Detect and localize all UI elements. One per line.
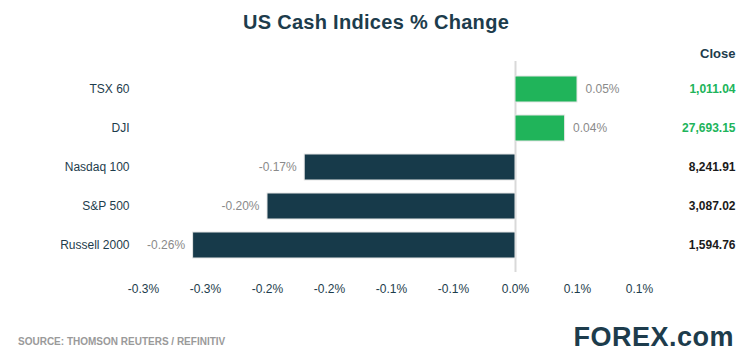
html-text:US Cash Indices % Change: US Cash Indices % Change (242, 11, 510, 33)
svg-text:-0.26%: -0.26% (147, 238, 185, 252)
html-text:FOREX.com: FOREX.com (573, 322, 734, 352)
svg-text:1,594.76: 1,594.76 (689, 238, 736, 252)
svg-text:-0.2%: -0.2% (252, 282, 284, 296)
svg-text:27,693.15: 27,693.15 (682, 121, 736, 135)
svg-text:0.04%: 0.04% (573, 121, 607, 135)
svg-text:Close: Close (700, 46, 735, 61)
svg-text:0.05%: 0.05% (586, 82, 620, 96)
svg-text:-0.1%: -0.1% (438, 282, 470, 296)
svg-text:1,011.04: 1,011.04 (689, 82, 735, 96)
svg-text:DJI: DJI (112, 121, 130, 135)
svg-text:-0.3%: -0.3% (190, 282, 222, 296)
svg-text:3,087.02: 3,087.02 (689, 199, 736, 213)
svg-text:8,241.91: 8,241.91 (689, 160, 736, 174)
svg-text:0.1%: 0.1% (564, 282, 592, 296)
html-text:SOURCE: THOMSON REUTERS / REFI: SOURCE: THOMSON REUTERS / REFINITIV (18, 336, 226, 347)
svg-text:0.0%: 0.0% (502, 282, 530, 296)
svg-text:Russell 2000: Russell 2000 (60, 238, 130, 252)
svg-text:-0.3%: -0.3% (128, 282, 160, 296)
svg-text:S&P 500: S&P 500 (82, 199, 129, 213)
svg-text:0.1%: 0.1% (626, 282, 654, 296)
svg-text:-0.20%: -0.20% (221, 199, 259, 213)
svg-text:-0.17%: -0.17% (259, 160, 297, 174)
svg-text:TSX 60: TSX 60 (89, 82, 129, 96)
svg-text:-0.1%: -0.1% (376, 282, 408, 296)
svg-text:Nasdaq 100: Nasdaq 100 (65, 160, 130, 174)
svg-text:-0.2%: -0.2% (314, 282, 346, 296)
